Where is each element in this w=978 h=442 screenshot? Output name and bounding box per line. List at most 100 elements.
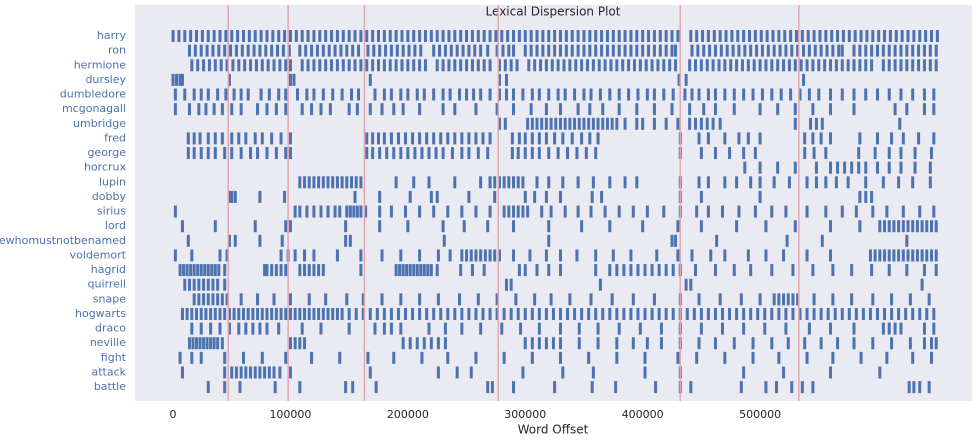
occurrence-mark — [306, 30, 310, 42]
occurrence-mark — [189, 30, 193, 42]
occurrence-mark — [197, 278, 201, 291]
occurrence-mark — [735, 59, 739, 72]
occurrence-mark — [728, 147, 732, 160]
occurrence-mark — [689, 381, 693, 394]
occurrence-mark — [270, 307, 274, 320]
occurrence-mark — [563, 205, 567, 218]
occurrence-mark — [906, 220, 910, 233]
occurrence-mark — [932, 132, 936, 145]
occurrence-mark — [636, 88, 640, 101]
occurrence-mark — [913, 147, 917, 160]
occurrence-mark — [345, 205, 349, 218]
occurrence-mark — [772, 176, 776, 189]
occurrence-mark — [472, 88, 476, 101]
y-tick-label: quirrell — [88, 278, 127, 291]
occurrence-mark — [563, 88, 567, 101]
occurrence-mark — [462, 220, 466, 233]
occurrence-mark — [502, 351, 506, 364]
occurrence-mark — [459, 30, 463, 42]
occurrence-mark — [568, 293, 572, 306]
occurrence-mark — [905, 59, 909, 72]
occurrence-mark — [784, 44, 788, 57]
occurrence-mark — [378, 220, 382, 233]
occurrence-mark — [629, 44, 633, 57]
occurrence-mark — [401, 44, 405, 57]
occurrence-mark — [180, 220, 184, 233]
occurrence-mark — [276, 44, 280, 57]
occurrence-mark — [312, 249, 316, 262]
occurrence-mark — [857, 147, 861, 160]
occurrence-mark — [382, 30, 386, 42]
occurrence-mark — [293, 249, 297, 262]
occurrence-mark — [312, 176, 316, 189]
occurrence-mark — [570, 132, 574, 145]
occurrence-mark — [239, 366, 243, 379]
occurrence-mark — [394, 264, 398, 277]
occurrence-mark — [690, 44, 694, 57]
occurrence-mark — [432, 44, 436, 57]
occurrence-mark — [473, 44, 477, 57]
occurrence-mark — [911, 59, 915, 72]
occurrence-mark — [347, 103, 351, 116]
occurrence-mark — [934, 337, 938, 350]
occurrence-mark — [351, 44, 355, 57]
occurrence-mark — [258, 44, 262, 57]
occurrence-mark — [645, 337, 649, 350]
occurrence-mark — [922, 264, 926, 277]
occurrence-mark — [504, 73, 508, 86]
occurrence-mark — [901, 249, 905, 262]
occurrence-mark — [535, 117, 539, 130]
occurrence-mark — [834, 59, 838, 72]
occurrence-mark — [354, 307, 358, 320]
occurrence-mark — [544, 337, 548, 350]
occurrence-mark — [830, 30, 834, 42]
occurrence-mark — [718, 293, 722, 306]
occurrence-mark — [852, 322, 856, 335]
occurrence-mark — [394, 30, 398, 42]
occurrence-mark — [928, 176, 932, 189]
occurrence-mark — [597, 59, 601, 72]
occurrence-mark — [435, 59, 439, 72]
occurrence-mark — [510, 147, 514, 160]
occurrence-mark — [523, 190, 527, 203]
occurrence-mark — [878, 366, 882, 379]
occurrence-mark — [805, 205, 809, 218]
occurrence-mark — [224, 30, 228, 42]
occurrence-mark — [764, 249, 768, 262]
occurrence-mark — [288, 366, 292, 379]
occurrence-mark — [199, 264, 203, 277]
occurrence-mark — [211, 44, 215, 57]
occurrence-mark — [836, 30, 840, 42]
occurrence-mark — [348, 205, 352, 218]
occurrence-mark — [677, 73, 681, 86]
occurrence-mark — [216, 293, 220, 306]
occurrence-mark — [535, 44, 539, 57]
occurrence-mark — [755, 44, 759, 57]
occurrence-mark — [924, 30, 928, 42]
occurrence-mark — [899, 59, 903, 72]
occurrence-mark — [258, 322, 262, 335]
occurrence-mark — [206, 278, 210, 291]
occurrence-mark — [641, 30, 645, 42]
occurrence-mark — [928, 59, 932, 72]
occurrence-mark — [582, 44, 586, 57]
occurrence-mark — [585, 59, 589, 72]
occurrence-mark — [238, 381, 242, 394]
occurrence-mark — [732, 337, 736, 350]
occurrence-mark — [779, 88, 783, 101]
occurrence-mark — [216, 278, 220, 291]
occurrence-mark — [800, 381, 804, 394]
occurrence-mark — [353, 190, 357, 203]
occurrence-mark — [805, 176, 809, 189]
occurrence-mark — [605, 44, 609, 57]
occurrence-mark — [216, 88, 220, 101]
occurrence-mark — [728, 307, 732, 320]
occurrence-mark — [447, 30, 451, 42]
occurrence-mark — [743, 161, 747, 174]
occurrence-mark — [789, 88, 793, 101]
occurrence-mark — [852, 59, 856, 72]
occurrence-mark — [303, 249, 307, 262]
occurrence-mark — [927, 293, 931, 306]
occurrence-mark — [265, 322, 269, 335]
occurrence-mark — [746, 249, 750, 262]
